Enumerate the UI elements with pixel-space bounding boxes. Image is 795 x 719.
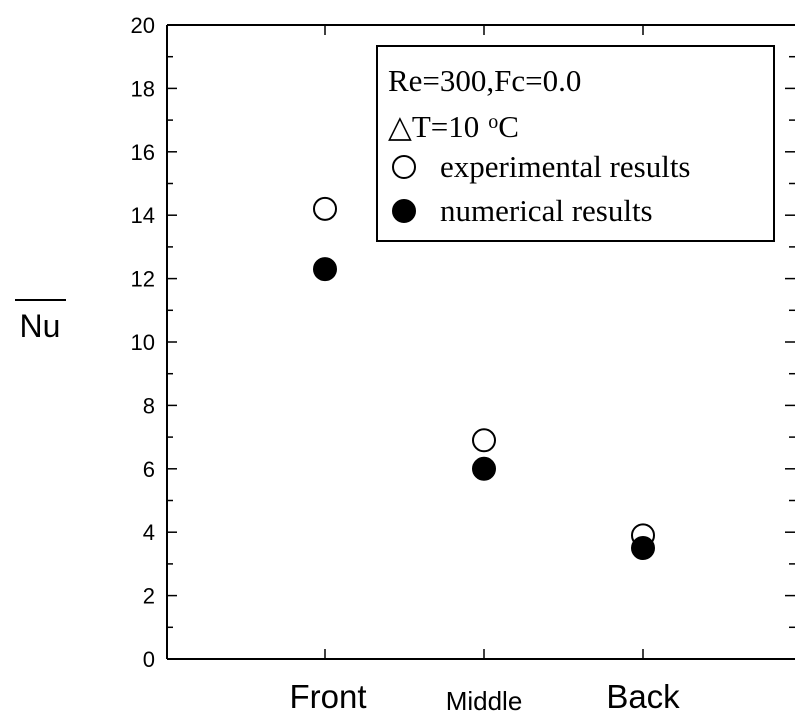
legend-series-1-label: experimental results	[440, 149, 691, 184]
legend-delta-t-text: T=10	[412, 109, 479, 144]
x-category-label: Middle	[446, 686, 523, 716]
y-tick-label: 2	[143, 584, 155, 609]
y-tick-label: 18	[131, 76, 155, 101]
y-tick-label: 4	[143, 520, 155, 545]
y-tick-label: 10	[131, 330, 155, 355]
legend-box	[376, 45, 775, 242]
x-category-label: Front	[289, 678, 366, 715]
legend-open-circle-icon	[392, 155, 416, 179]
legend-series-2-label: numerical results	[440, 193, 653, 228]
legend-delta-t-line: △T=10 oC	[388, 109, 519, 144]
x-category-label: Back	[606, 678, 680, 715]
y-tick-label: 16	[131, 140, 155, 165]
y-tick-label: 20	[131, 13, 155, 38]
legend-condition-text: Re=300,Fc=0.0	[388, 63, 581, 98]
experimental-result-point	[313, 196, 337, 221]
legend-degree-sign: o	[488, 111, 498, 133]
numerical-result-point	[631, 536, 655, 561]
y-tick-label: 8	[143, 393, 155, 418]
legend-filled-circle-icon	[392, 199, 416, 223]
numerical-result-point	[313, 257, 337, 282]
experimental-result-point	[472, 428, 496, 453]
y-tick-label: 6	[143, 457, 155, 482]
data-points	[313, 196, 655, 561]
numerical-result-point	[472, 456, 496, 481]
legend-unit-text: C	[498, 109, 519, 144]
y-tick-label: 14	[131, 203, 155, 228]
x-axis-category-labels: Front Middle Back	[289, 678, 680, 716]
y-axis-label-text: Nu	[20, 308, 61, 344]
y-tick-label: 12	[131, 267, 155, 292]
y-tick-label: 0	[143, 647, 155, 672]
delta-icon: △	[388, 109, 412, 144]
x-axis-ticks	[324, 25, 644, 659]
legend: Re=300,Fc=0.0 △T=10 oC experimental resul…	[376, 45, 775, 242]
y-axis-label: Nu	[15, 299, 66, 344]
y-axis-tick-labels: 0 2 4 6 8 10 12 14 16 18 20	[131, 13, 155, 672]
y-axis-ticks	[167, 24, 795, 660]
